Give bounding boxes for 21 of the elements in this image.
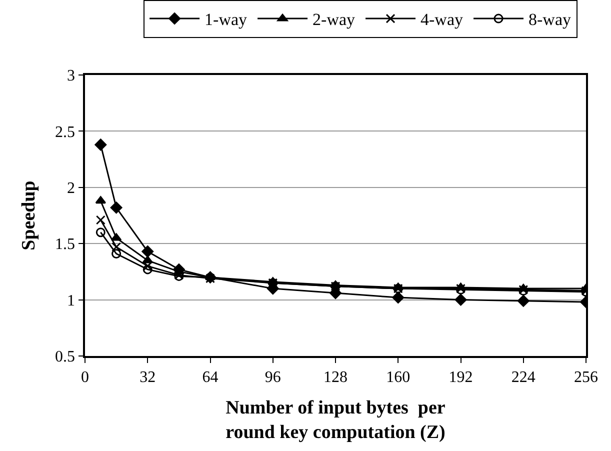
y-tick-label: 1.5 — [55, 236, 76, 254]
x-axis-title: Number of input bytes per round key computation (Z) — [226, 397, 446, 443]
y-tick-label: 2.5 — [55, 124, 76, 141]
y-axis-title: Speedup — [18, 180, 40, 250]
x-tick-label: 256 — [574, 368, 598, 386]
x-tick-label: 96 — [264, 368, 281, 386]
legend-label: 1-way — [204, 10, 248, 30]
legend-label: 8-way — [528, 10, 572, 30]
y-tick-label: 3 — [67, 68, 76, 85]
x-tick-label: 128 — [324, 368, 348, 386]
x-tick-label: 160 — [386, 368, 410, 386]
y-tick-label: 1 — [67, 292, 76, 310]
legend-label: 2-way — [312, 10, 356, 30]
y-tick-label: 0.5 — [55, 348, 76, 366]
x-tick-label: 224 — [511, 368, 536, 386]
legend-label: 4-way — [420, 10, 464, 30]
x-tick-label: 32 — [140, 368, 156, 386]
x-tick-label: 192 — [448, 368, 473, 386]
x-tick-label: 0 — [81, 368, 89, 386]
x-tick-label: 64 — [202, 368, 218, 386]
y-tick-label: 2 — [67, 180, 76, 197]
